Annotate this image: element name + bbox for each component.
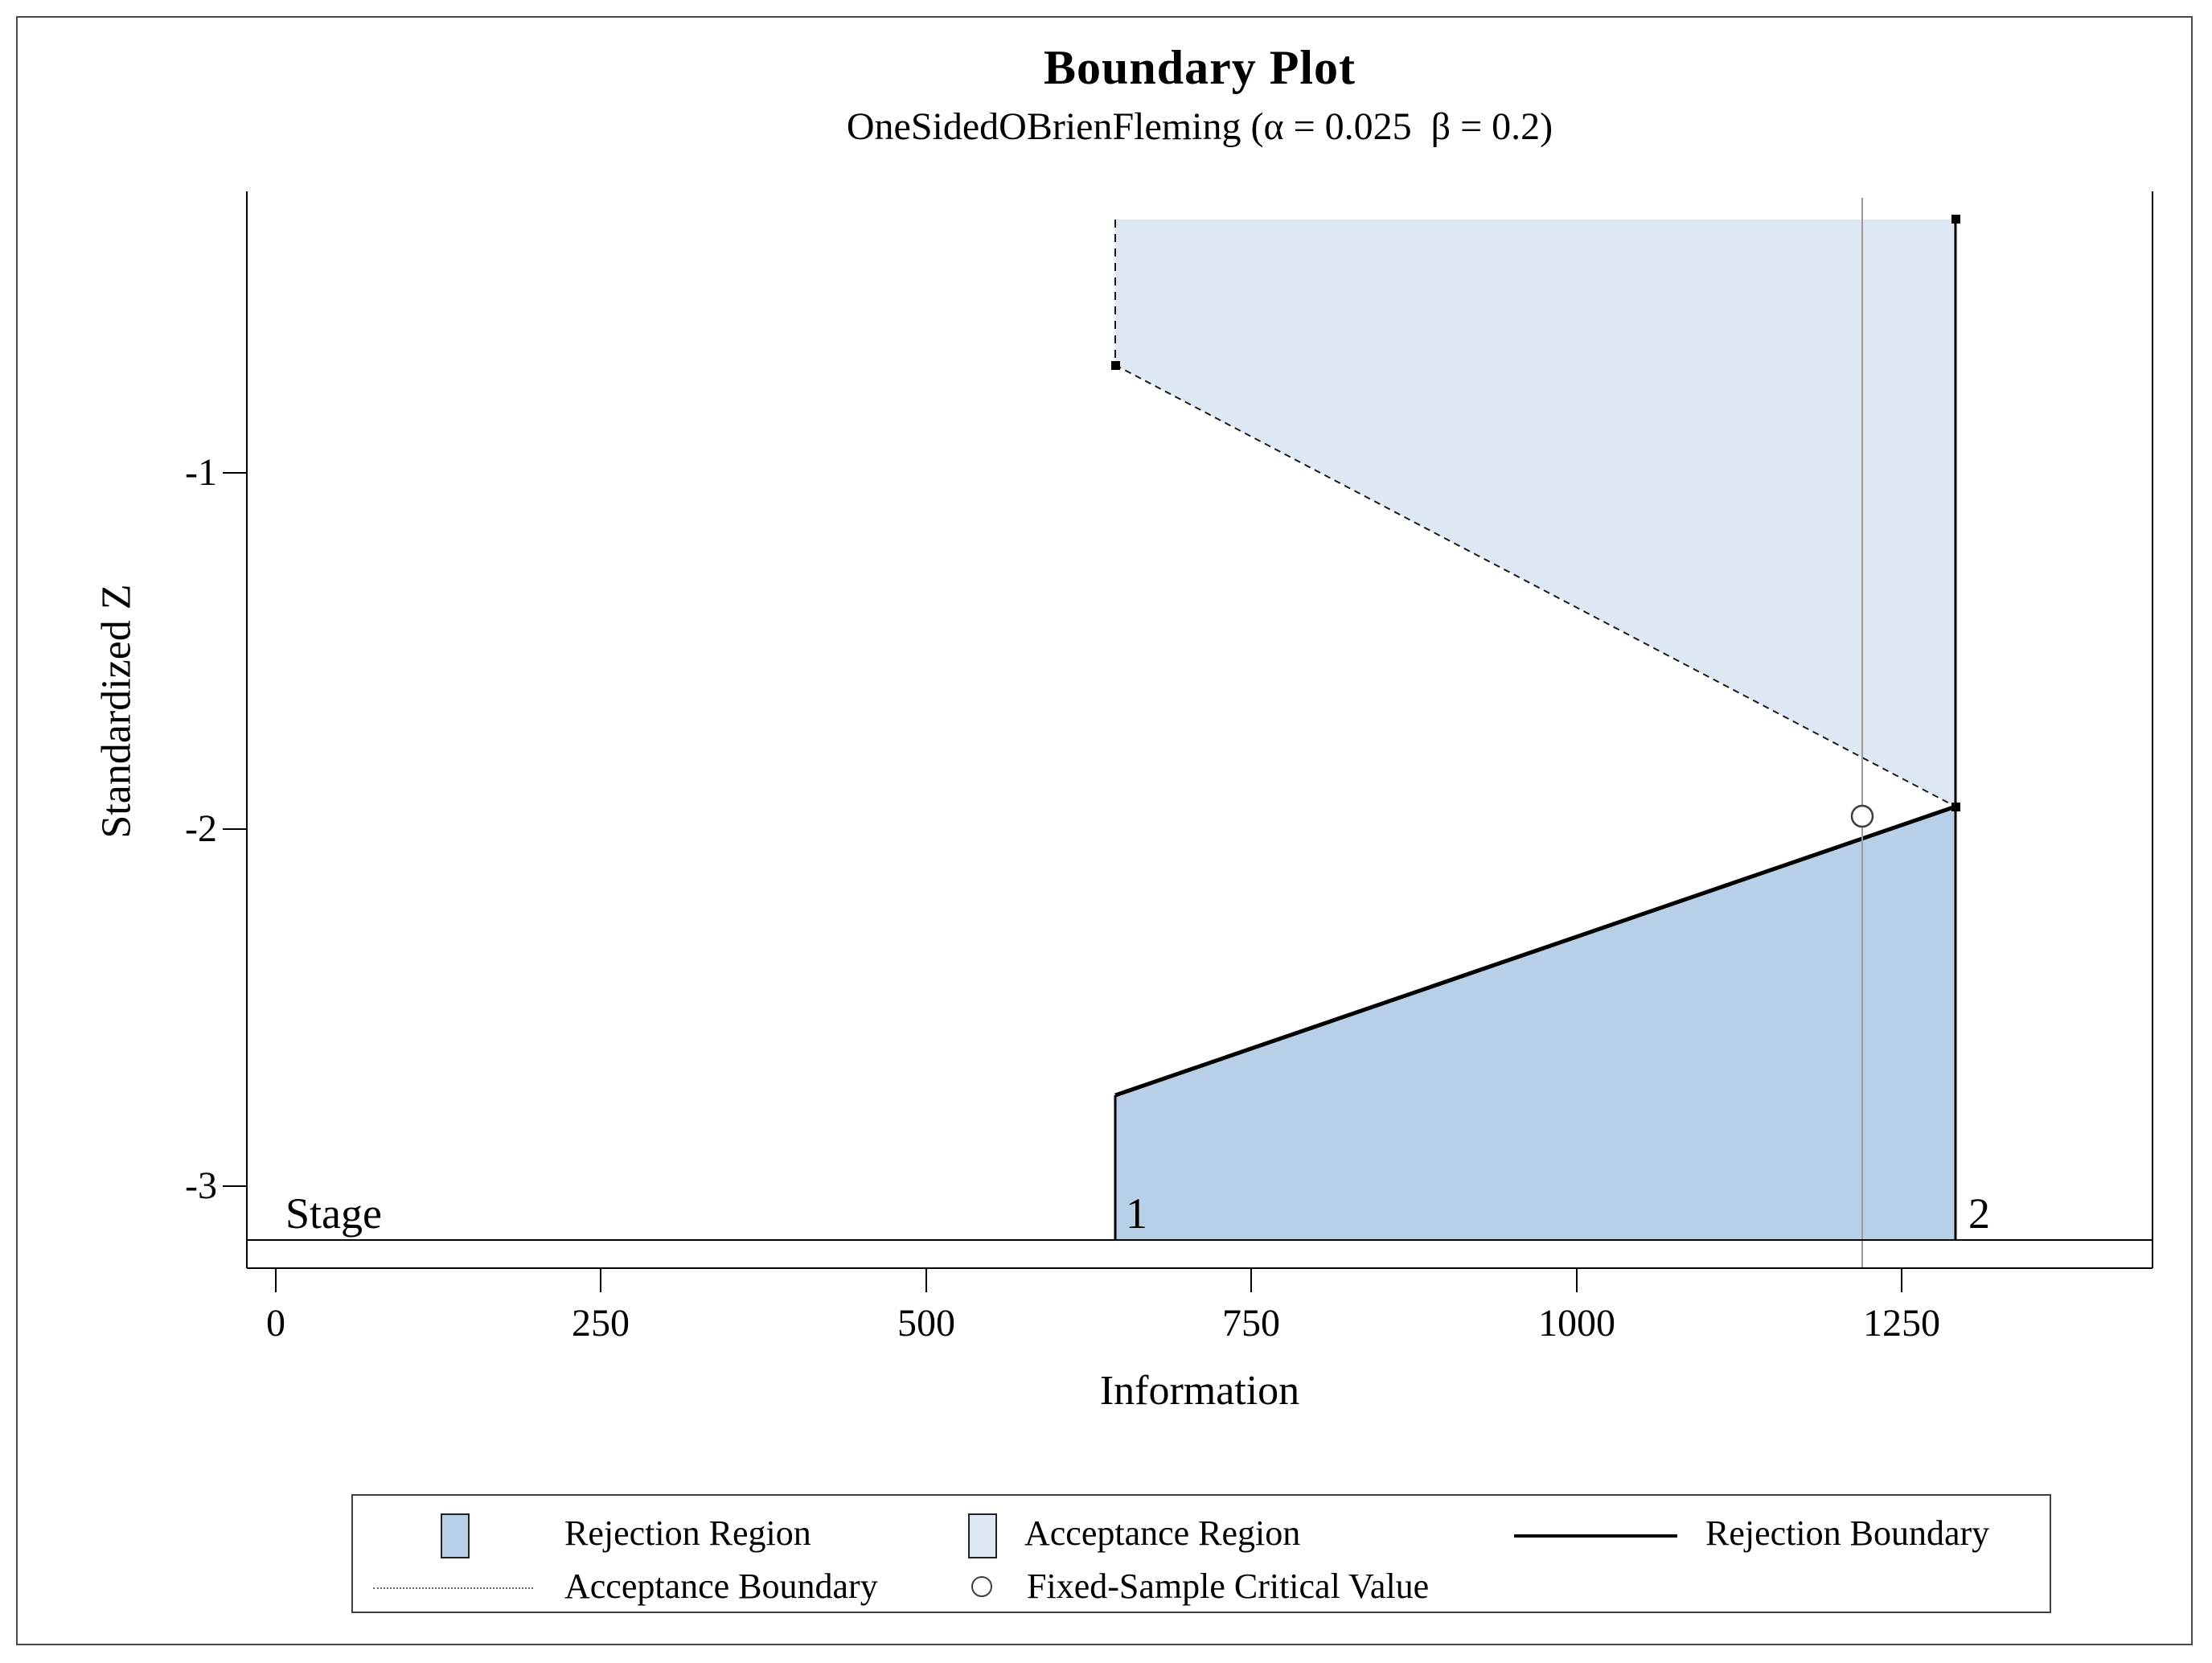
stage-1-label: 1 xyxy=(1126,1189,1147,1238)
acceptance-boundary-line-sample xyxy=(373,1587,533,1589)
x-tick-label: 250 xyxy=(572,1302,630,1345)
chart-subtitle: OneSidedOBrienFleming (α = 0.025 β = 0.2… xyxy=(846,105,1553,148)
rejection-boundary-line xyxy=(1114,804,1956,1098)
y-tick-label: -3 xyxy=(185,1164,217,1207)
acceptance-top-point xyxy=(1951,215,1960,224)
x-tick-label: 0 xyxy=(266,1302,285,1345)
acceptance-stage1-point xyxy=(1111,361,1120,370)
stage-2-label: 2 xyxy=(1968,1189,1990,1238)
x-tick-label: 750 xyxy=(1222,1302,1280,1345)
x-tick-label: 500 xyxy=(897,1302,955,1345)
acceptance-boundary-line xyxy=(1114,364,1956,807)
rejection-boundary-line-sample xyxy=(1514,1534,1677,1538)
y-tick-label: -2 xyxy=(185,807,217,850)
y-axis-title: Standardized Z xyxy=(93,584,140,839)
rejection-region xyxy=(1115,807,1956,1240)
y-tick-label: -1 xyxy=(185,451,217,494)
x-axis-title: Information xyxy=(1099,1368,1300,1414)
fixed-sample-critical-value-marker xyxy=(1850,804,1874,828)
chart-title: Boundary Plot xyxy=(1043,41,1356,94)
acceptance-region-swatch xyxy=(968,1513,997,1558)
legend-label-fixed-sample: Fixed-Sample Critical Value xyxy=(1027,1567,1430,1606)
legend-label-acceptance-boundary: Acceptance Boundary xyxy=(564,1567,878,1606)
fixed-sample-marker-sample xyxy=(971,1576,992,1597)
legend-label-rejection-region: Rejection Region xyxy=(564,1513,811,1553)
legend-label-rejection-boundary: Rejection Boundary xyxy=(1705,1513,1990,1553)
rejection-region-swatch xyxy=(441,1513,470,1558)
acceptance-region xyxy=(1115,220,1956,807)
stage2-boundary-point xyxy=(1951,803,1960,811)
x-tick-label: 1000 xyxy=(1538,1302,1615,1345)
x-tick-label: 1250 xyxy=(1863,1302,1940,1345)
page-border xyxy=(16,16,2193,1645)
legend: Rejection Region Acceptance Region Rejec… xyxy=(351,1494,2051,1613)
stage-axis-label: Stage xyxy=(285,1189,382,1238)
legend-label-acceptance-region: Acceptance Region xyxy=(1024,1513,1301,1553)
